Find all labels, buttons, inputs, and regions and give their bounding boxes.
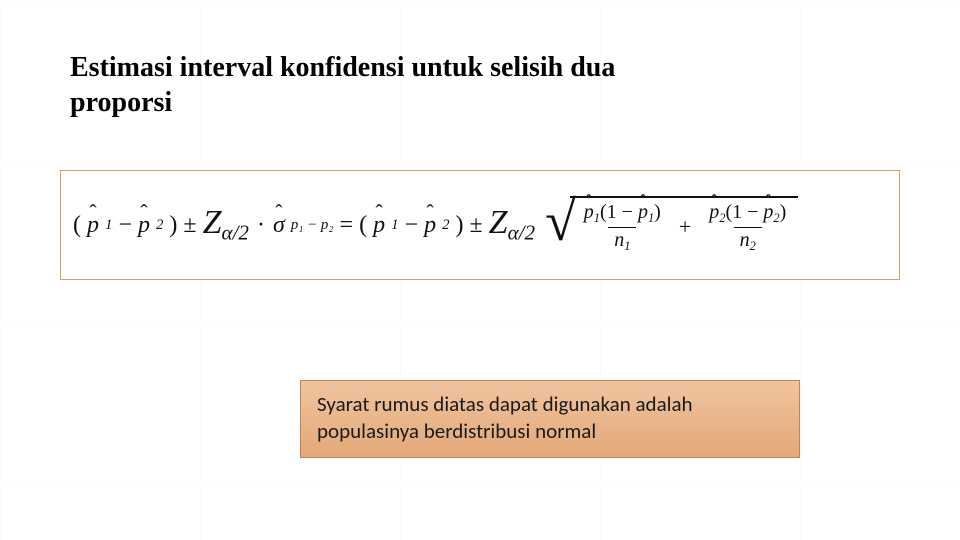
note-line-1: Syarat rumus diatas dapat digunakan adal…: [317, 391, 693, 417]
z-alpha: Zα/2: [203, 204, 249, 246]
sigma-hat: σ: [273, 212, 285, 239]
p-hat-2: p: [138, 212, 150, 239]
page-title: Estimasi interval konfidensi untuk selis…: [70, 50, 710, 120]
sqrt-term: √ p1(1 − p1) n1 + p2(1 − p2) n2: [545, 196, 798, 255]
p-hat-1: p: [87, 212, 99, 239]
slide: Estimasi interval konfidensi untuk selis…: [0, 0, 960, 540]
frac-term-1: p1(1 − p1) n1: [580, 202, 665, 253]
condition-note: Syarat rumus diatas dapat digunakan adal…: [300, 380, 800, 458]
note-line-2: populasinya berdistribusi normal: [317, 418, 596, 444]
frac-term-2: p2(1 − p2) n2: [705, 202, 790, 253]
confidence-interval-formula: ( p1 − p2 ) ± Zα/2 · σp₁ − p₂ = ( p1 − p…: [73, 196, 798, 255]
formula-box: ( p1 − p2 ) ± Zα/2 · σp₁ − p₂ = ( p1 − p…: [60, 170, 900, 280]
